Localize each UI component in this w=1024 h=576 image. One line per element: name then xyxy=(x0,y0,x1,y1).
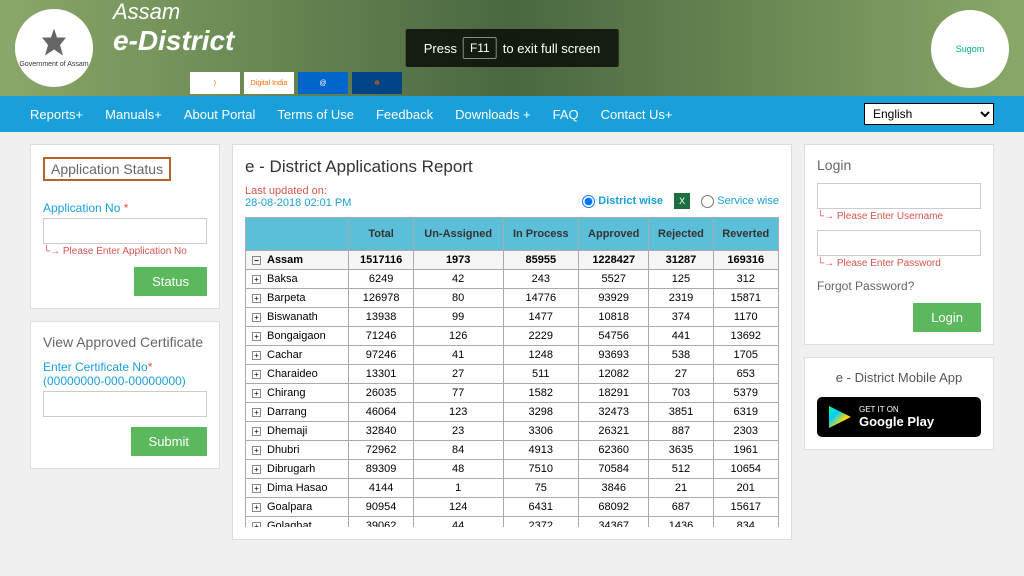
site-title: Assame-District xyxy=(113,0,234,57)
login-button[interactable]: Login xyxy=(913,303,981,332)
col-header: Rejected xyxy=(649,218,713,251)
district-wise-radio[interactable] xyxy=(582,195,595,208)
table-row: +Dhubri729628449136236036351961 xyxy=(246,441,779,460)
password-error: Please Enter Password xyxy=(817,258,981,269)
language-select[interactable]: English xyxy=(864,103,994,125)
expand-icon[interactable]: + xyxy=(252,275,261,284)
expand-icon[interactable]: + xyxy=(252,465,261,474)
report-table: TotalUn-AssignedIn ProcessApprovedReject… xyxy=(245,217,779,527)
nav-downloads[interactable]: Downloads + xyxy=(455,107,531,122)
app-no-input[interactable] xyxy=(43,218,207,244)
col-header: In Process xyxy=(503,218,578,251)
col-header xyxy=(246,218,349,251)
table-row: +Bongaigaon7124612622295475644113692 xyxy=(246,327,779,346)
mobile-app-card: e - District Mobile App GET IT ONGoogle … xyxy=(804,357,994,450)
table-row: +Golaghat39062442372343671436834 xyxy=(246,517,779,528)
table-row: +Biswanath13938991477108183741170 xyxy=(246,308,779,327)
app-status-title: Application Status xyxy=(43,157,171,181)
col-header: Reverted xyxy=(713,218,779,251)
banner: Government of Assam Assame-District ⟩Dig… xyxy=(0,0,1024,96)
play-icon xyxy=(829,406,851,428)
fullscreen-hint: PressF11to exit full screen xyxy=(406,29,619,67)
login-title: Login xyxy=(817,157,981,173)
cert-no-input[interactable] xyxy=(43,391,207,417)
username-error: Please Enter Username xyxy=(817,211,981,222)
table-row: +Barpeta126978801477693929231915871 xyxy=(246,289,779,308)
table-row: +Dhemaji32840233306263218872303 xyxy=(246,422,779,441)
username-input[interactable] xyxy=(817,183,981,209)
expand-icon[interactable]: + xyxy=(252,427,261,436)
submit-button[interactable]: Submit xyxy=(131,427,207,456)
expand-icon[interactable]: + xyxy=(252,294,261,303)
excel-icon[interactable]: X xyxy=(674,193,690,209)
col-header: Un-Assigned xyxy=(413,218,503,251)
nav-manuals[interactable]: Manuals+ xyxy=(105,107,162,122)
application-status-card: Application Status Application No * Plea… xyxy=(30,144,220,309)
expand-icon[interactable]: + xyxy=(252,351,261,360)
expand-icon[interactable]: − xyxy=(252,256,261,265)
report-card: e - District Applications Report Last up… xyxy=(232,144,792,540)
nav-contact[interactable]: Contact Us+ xyxy=(601,107,673,122)
password-input[interactable] xyxy=(817,230,981,256)
cert-no-label: Enter Certificate No*(00000000-000-00000… xyxy=(43,360,207,388)
table-row: +Cachar97246411248936935381705 xyxy=(246,346,779,365)
expand-icon[interactable]: + xyxy=(252,503,261,512)
forgot-password-link[interactable]: Forgot Password? xyxy=(817,279,981,293)
nav-feedback[interactable]: Feedback xyxy=(376,107,433,122)
nav-faq[interactable]: FAQ xyxy=(553,107,579,122)
service-wise-radio[interactable] xyxy=(701,195,714,208)
table-row: +Darrang4606412332983247338516319 xyxy=(246,403,779,422)
cert-title: View Approved Certificate xyxy=(43,334,207,350)
status-button[interactable]: Status xyxy=(134,267,207,296)
login-card: Login Please Enter Username Please Enter… xyxy=(804,144,994,345)
expand-icon[interactable]: + xyxy=(252,484,261,493)
nav-reports[interactable]: Reports+ xyxy=(30,107,83,122)
app-no-error: Please Enter Application No xyxy=(43,246,207,257)
table-row: +Dibrugarh893094875107058451210654 xyxy=(246,460,779,479)
expand-icon[interactable]: + xyxy=(252,389,261,398)
expand-icon[interactable]: + xyxy=(252,313,261,322)
table-row: −Assam1517116197385955122842731287169316 xyxy=(246,251,779,270)
view-toggle: District wise X Service wise xyxy=(582,193,779,209)
table-row: +Dima Hasao4144175384621201 xyxy=(246,479,779,498)
expand-icon[interactable]: + xyxy=(252,408,261,417)
expand-icon[interactable]: + xyxy=(252,370,261,379)
main-nav: Reports+ Manuals+ About Portal Terms of … xyxy=(0,96,1024,132)
report-title: e - District Applications Report xyxy=(245,157,779,177)
govt-emblem: Government of Assam xyxy=(15,9,93,87)
col-header: Approved xyxy=(579,218,649,251)
expand-icon[interactable]: + xyxy=(252,446,261,455)
nav-about[interactable]: About Portal xyxy=(184,107,256,122)
expand-icon[interactable]: + xyxy=(252,522,261,527)
google-play-button[interactable]: GET IT ONGoogle Play xyxy=(817,397,981,437)
table-row: +Goalpara9095412464316809268715617 xyxy=(246,498,779,517)
certificate-card: View Approved Certificate Enter Certific… xyxy=(30,321,220,469)
expand-icon[interactable]: + xyxy=(252,332,261,341)
table-row: +Baksa6249422435527125312 xyxy=(246,270,779,289)
mobile-title: e - District Mobile App xyxy=(817,370,981,385)
table-row: +Charaideo13301275111208227653 xyxy=(246,365,779,384)
col-header: Total xyxy=(349,218,413,251)
table-row: +Chirang26035771582182917035379 xyxy=(246,384,779,403)
sugom-logo: Sugom xyxy=(931,10,1009,88)
nav-terms[interactable]: Terms of Use xyxy=(277,107,354,122)
partner-logos: ⟩Digital India@⊕ xyxy=(190,72,402,94)
app-no-label: Application No * xyxy=(43,201,207,215)
